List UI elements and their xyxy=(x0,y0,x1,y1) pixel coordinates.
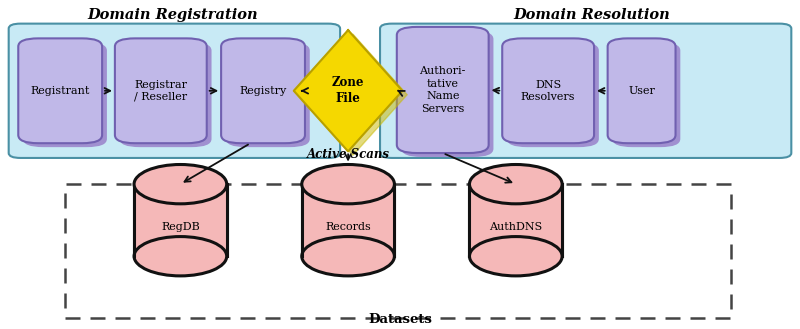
FancyBboxPatch shape xyxy=(502,38,594,143)
Polygon shape xyxy=(298,34,407,155)
Text: Active Scans: Active Scans xyxy=(306,148,390,161)
Text: Domain Registration: Domain Registration xyxy=(87,9,258,22)
Text: Domain Resolution: Domain Resolution xyxy=(514,9,670,22)
FancyBboxPatch shape xyxy=(608,38,675,143)
Bar xyxy=(135,184,226,256)
FancyBboxPatch shape xyxy=(23,42,107,147)
Bar xyxy=(470,184,562,256)
FancyBboxPatch shape xyxy=(402,31,494,157)
Text: RegDB: RegDB xyxy=(161,222,200,232)
FancyBboxPatch shape xyxy=(226,42,310,147)
Text: DNS
Resolvers: DNS Resolvers xyxy=(521,80,575,102)
Bar xyxy=(65,184,731,318)
Text: AuthDNS: AuthDNS xyxy=(489,222,542,232)
Bar xyxy=(302,184,394,256)
FancyBboxPatch shape xyxy=(18,38,102,143)
Bar xyxy=(302,184,394,256)
Bar xyxy=(134,184,226,256)
Text: Zone
File: Zone File xyxy=(332,76,364,105)
Text: Datasets: Datasets xyxy=(368,313,432,326)
FancyBboxPatch shape xyxy=(380,24,791,158)
Polygon shape xyxy=(294,30,402,151)
FancyBboxPatch shape xyxy=(115,38,206,143)
Ellipse shape xyxy=(302,237,394,276)
FancyBboxPatch shape xyxy=(221,38,305,143)
FancyBboxPatch shape xyxy=(9,24,340,158)
Text: Records: Records xyxy=(326,222,371,232)
Ellipse shape xyxy=(470,164,562,204)
Ellipse shape xyxy=(470,237,562,276)
Ellipse shape xyxy=(302,164,394,204)
Bar xyxy=(470,184,562,256)
FancyBboxPatch shape xyxy=(120,42,211,147)
Text: Authori-
tative
Name
Servers: Authori- tative Name Servers xyxy=(419,66,466,114)
Text: Registrant: Registrant xyxy=(30,86,90,96)
Ellipse shape xyxy=(134,237,226,276)
Text: Registrar
/ Reseller: Registrar / Reseller xyxy=(134,80,187,102)
Text: User: User xyxy=(628,86,655,96)
Text: Registry: Registry xyxy=(239,86,286,96)
FancyBboxPatch shape xyxy=(507,42,599,147)
FancyBboxPatch shape xyxy=(613,42,680,147)
Ellipse shape xyxy=(134,164,226,204)
FancyBboxPatch shape xyxy=(397,27,489,153)
